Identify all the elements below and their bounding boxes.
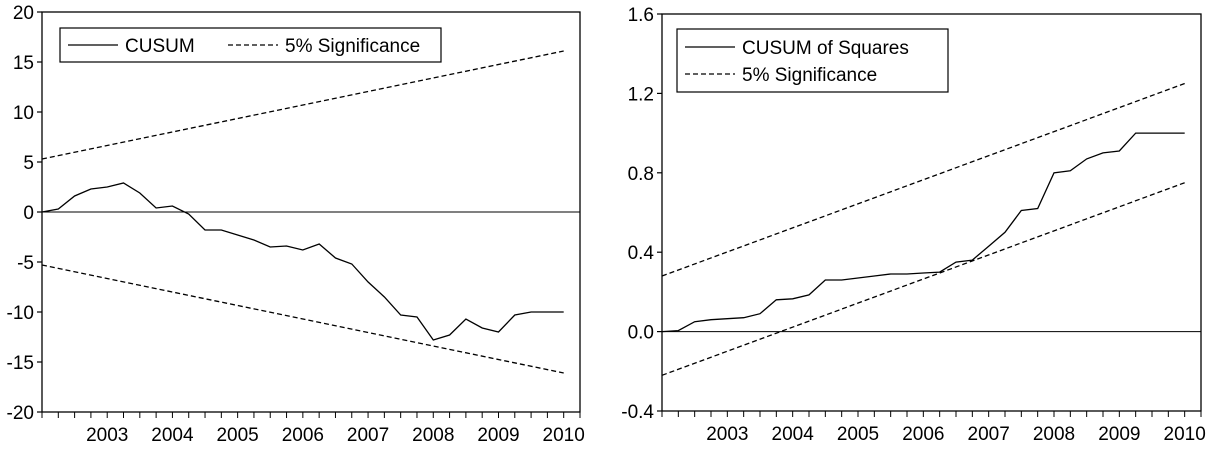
x-tick-label: 2005 (837, 424, 879, 444)
x-tick-label: 2007 (968, 424, 1010, 444)
x-tick-label: 2006 (902, 424, 944, 444)
legend-label: CUSUM (125, 36, 195, 57)
legend: CUSUM of Squares 5% Significance (676, 28, 949, 93)
y-tick-label: 15 (13, 53, 34, 74)
x-tick-label: 2008 (412, 425, 454, 444)
x-tick-label: 2003 (706, 424, 748, 444)
x-tick-label: 2004 (772, 424, 815, 444)
legend: CUSUM 5% Significance (59, 27, 442, 63)
chart-panel-2: -0.4 0.0 0.4 0.8 1.2 1.6 2003 2004 2005 2006 2007 2… (621, 5, 1206, 445)
x-tick-label: 2006 (282, 425, 324, 444)
plot-frame (661, 13, 1202, 412)
lower-bound-line (41, 264, 564, 374)
y-tick-label: 1.2 (628, 84, 654, 105)
x-tick-label: 2007 (347, 425, 389, 444)
y-tick-label: 10 (13, 103, 34, 124)
y-tick-label: 1.6 (628, 5, 654, 26)
x-tick-label: 2010 (1164, 424, 1206, 444)
y-tick-label: 5 (23, 153, 34, 174)
y-tick-label: -0.4 (621, 402, 654, 423)
y-tick-label: -20 (7, 403, 34, 424)
legend-label: 5% Significance (742, 65, 877, 86)
x-tick-label: 2009 (1098, 424, 1140, 444)
y-tick-label: 0.8 (628, 164, 654, 185)
x-tick-label: 2004 (151, 425, 194, 444)
legend-box (59, 27, 442, 63)
x-tick-label: 2010 (543, 425, 585, 444)
series-line (41, 182, 564, 341)
lower-bound-line (661, 182, 1185, 376)
legend-label: 5% Significance (285, 36, 420, 57)
x-tick-label: 2005 (216, 425, 258, 444)
y-tick-label: 0.4 (628, 243, 655, 264)
y-tick-label: -5 (17, 253, 34, 274)
chart-panel-1: -20 -15 -10 -5 0 5 10 15 20 2003 2004 2005 2006 2007 2… (7, 3, 585, 446)
y-tick-label: 0.0 (628, 323, 654, 344)
x-tick-label: 2003 (86, 425, 128, 444)
series-line (661, 132, 1185, 333)
y-tick-label: -15 (7, 353, 34, 374)
y-tick-label: 0 (23, 203, 34, 224)
y-tick-label: -10 (7, 303, 34, 324)
upper-bound-line (661, 82, 1185, 277)
x-tick-label: 2008 (1033, 424, 1075, 444)
upper-bound-line (41, 50, 564, 160)
y-tick-label: 20 (13, 3, 34, 24)
legend-label: CUSUM of Squares (742, 38, 909, 59)
x-tick-label: 2009 (477, 425, 519, 444)
legend-box (676, 28, 949, 93)
